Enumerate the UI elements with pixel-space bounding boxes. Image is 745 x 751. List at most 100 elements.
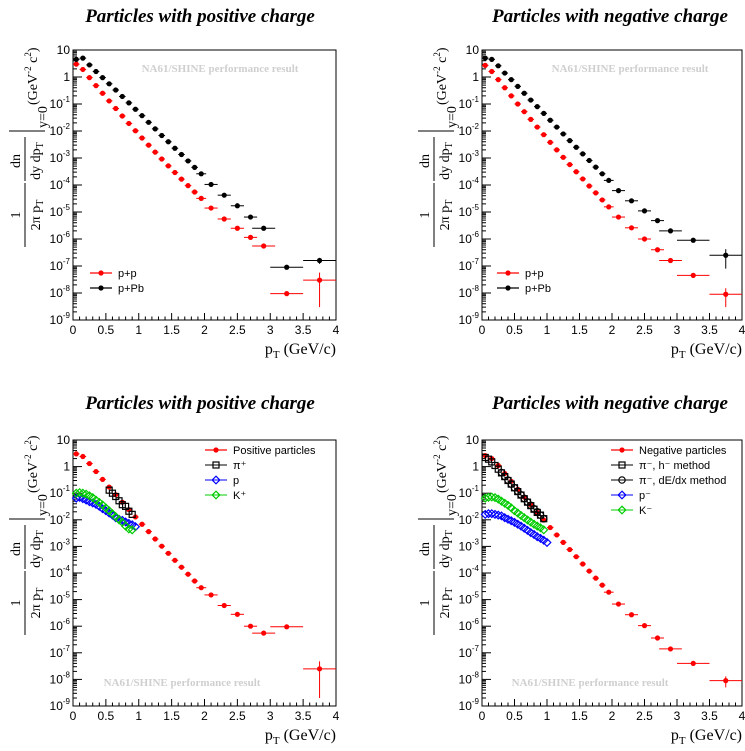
x-tick-label: 4	[739, 323, 745, 337]
data-point	[133, 128, 138, 133]
data-point	[172, 558, 177, 563]
x-tick-label: 4	[333, 323, 340, 337]
svg-text:y=0: y=0	[36, 106, 51, 128]
svg-text:1: 1	[9, 212, 24, 219]
x-tick-label: 0.5	[506, 709, 523, 723]
y-tick-label: 10-7	[50, 257, 71, 273]
data-point	[222, 603, 227, 608]
x-axis-label: pT (GeV/c)	[265, 341, 336, 361]
data-point	[126, 121, 131, 126]
data-point	[166, 163, 171, 168]
data-point	[120, 94, 125, 99]
data-point	[113, 106, 118, 111]
y-tick-label: 10-9	[459, 311, 480, 327]
data-point	[100, 91, 105, 96]
data-point	[172, 146, 177, 151]
data-point	[593, 576, 598, 581]
data-point	[535, 124, 540, 129]
chart-title: Particles with negative charge	[491, 393, 728, 414]
y-tick-label: 1	[63, 70, 70, 84]
y-tick-label: 10	[466, 433, 480, 447]
data-point	[80, 56, 85, 61]
y-tick-label: 10-5	[50, 203, 71, 219]
plot-frame	[482, 50, 742, 320]
data-point	[515, 84, 520, 89]
data-point	[655, 247, 660, 252]
data-point	[166, 551, 171, 556]
svg-text:y=0: y=0	[445, 494, 460, 516]
x-tick-label: 1	[135, 323, 142, 337]
data-point	[668, 228, 673, 233]
legend-marker	[213, 447, 218, 452]
x-tick-label: 2	[201, 323, 208, 337]
y-tick-label: 1	[472, 70, 479, 84]
data-point	[235, 226, 240, 231]
data-point	[655, 635, 660, 640]
data-point	[548, 140, 553, 145]
y-axis-label: 1 2π pT dn dy dpT y=0(GeV-2 c2)	[9, 47, 51, 247]
data-point	[489, 69, 494, 74]
data-point	[561, 540, 566, 545]
svg-text:dn: dn	[418, 542, 433, 556]
legend-entry-0: Negative particles	[611, 445, 727, 457]
y-tick-label: 10	[466, 43, 480, 57]
y-tick-label: 10-5	[459, 591, 480, 607]
y-tick-label: 10-2	[50, 122, 71, 138]
data-point	[723, 292, 728, 297]
data-point	[166, 139, 171, 144]
data-point	[587, 183, 592, 188]
data-point	[554, 532, 559, 537]
y-tick-label: 10-6	[50, 230, 71, 246]
x-tick-label: 1	[544, 323, 551, 337]
data-point	[629, 198, 634, 203]
y-tick-label: 10-3	[50, 149, 71, 165]
legend-entry-3: p⁻	[611, 490, 651, 502]
watermark-text: NA61/SHINE performance result	[552, 63, 709, 75]
x-tick-label: 0	[479, 709, 486, 723]
svg-text:y=0: y=0	[445, 106, 460, 128]
data-point	[235, 612, 240, 617]
data-point	[146, 143, 151, 148]
data-point	[87, 75, 92, 80]
x-tick-label: 2	[609, 323, 616, 337]
data-point	[317, 258, 322, 263]
x-axis-label: pT (GeV/c)	[671, 341, 742, 361]
data-point	[580, 176, 585, 181]
x-tick-label: 3.5	[701, 323, 718, 337]
data-point	[502, 85, 507, 90]
x-tick-label: 3	[267, 709, 274, 723]
data-point	[199, 585, 204, 590]
x-tick-label: 1.5	[571, 709, 588, 723]
x-tick-label: 2.5	[229, 323, 246, 337]
data-point	[93, 469, 98, 474]
data-point	[600, 171, 605, 176]
data-point	[74, 62, 79, 67]
x-tick-label: 0.5	[98, 709, 115, 723]
data-point	[222, 216, 227, 221]
y-tick-label: 10	[57, 433, 71, 447]
y-axis-label: 1 2π pT dn dy dpT y=0(GeV-2 c2)	[9, 435, 51, 635]
data-point	[522, 109, 527, 114]
data-point	[567, 162, 572, 167]
x-tick-label: 1	[135, 709, 142, 723]
y-tick-label: 10-7	[459, 257, 480, 273]
data-point	[87, 62, 92, 67]
data-point	[642, 208, 647, 213]
data-point	[179, 152, 184, 157]
plot-frame	[73, 440, 336, 706]
svg-text:1: 1	[418, 600, 433, 607]
x-tick-label: 2	[609, 709, 616, 723]
x-tick-label: 0	[479, 323, 486, 337]
x-tick-label: 0	[70, 323, 77, 337]
data-point	[159, 133, 164, 138]
data-point	[587, 568, 592, 573]
x-tick-label: 3.5	[295, 323, 312, 337]
y-tick-label: 10-1	[459, 484, 480, 500]
y-tick-label: 10-2	[459, 511, 480, 527]
y-tick-label: 1	[472, 460, 479, 474]
data-point	[642, 236, 647, 241]
data-point	[185, 572, 190, 577]
data-point	[580, 561, 585, 566]
svg-text:dn: dn	[9, 542, 24, 556]
